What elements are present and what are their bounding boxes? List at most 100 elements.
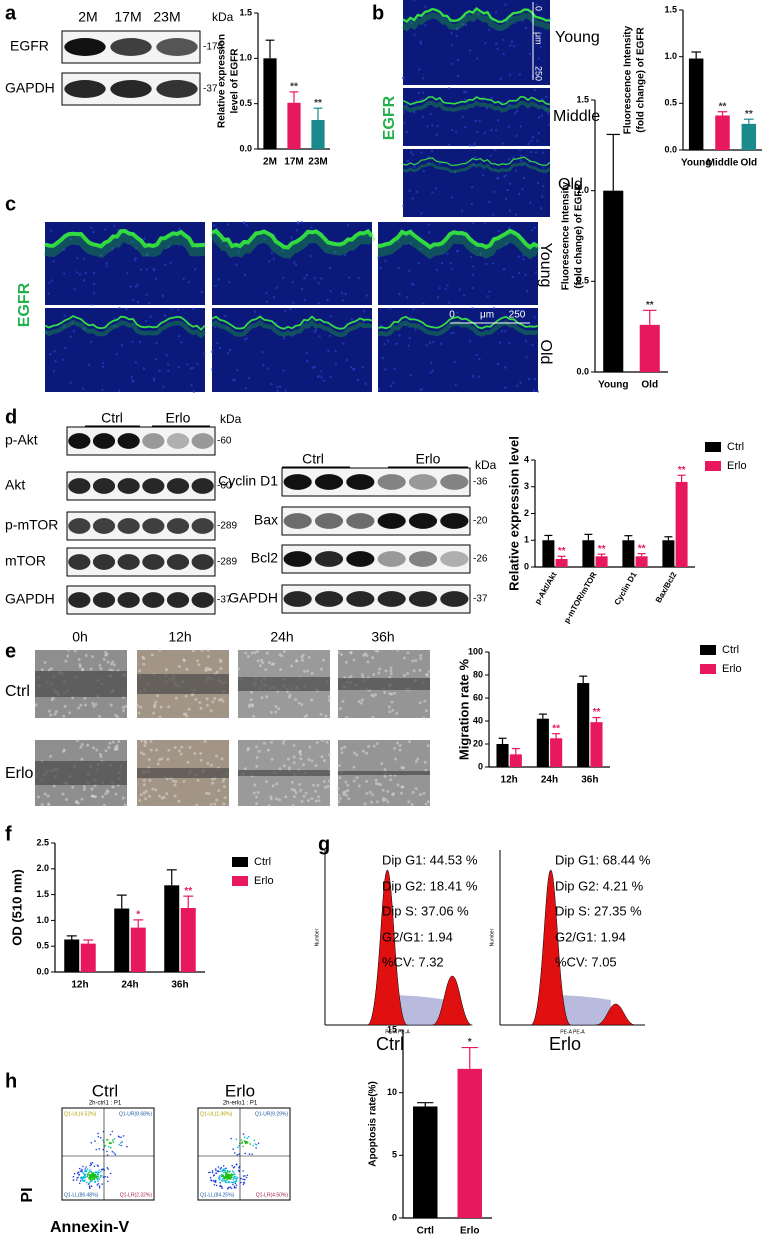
cell (222, 802, 226, 806)
cell (150, 653, 154, 657)
event (231, 1174, 234, 1176)
nucleus (51, 279, 54, 282)
nucleus (292, 301, 295, 304)
cell (344, 780, 348, 784)
nucleus (216, 342, 219, 345)
nucleus (524, 273, 527, 277)
event (94, 1180, 96, 1183)
cell (367, 744, 371, 748)
nucleus (180, 341, 183, 344)
nucleus (476, 57, 479, 60)
nucleus (191, 366, 194, 370)
cell (297, 701, 301, 705)
event (255, 1147, 257, 1149)
cell (256, 659, 260, 663)
cell (174, 780, 178, 784)
cell (49, 667, 53, 671)
event (106, 1154, 109, 1156)
cell (182, 779, 186, 783)
y-tick-label: 10 (387, 1087, 397, 1097)
cell (406, 651, 410, 655)
cell (399, 791, 403, 795)
nucleus (177, 335, 181, 338)
nucleus (193, 268, 197, 271)
nucleus (402, 76, 405, 79)
nucleus (464, 23, 468, 27)
cell (336, 787, 340, 791)
label: GAPDH (228, 590, 278, 606)
cell (274, 705, 278, 709)
nucleus (268, 260, 271, 263)
nucleus (186, 363, 189, 366)
blot-band (92, 554, 116, 570)
cell (99, 755, 103, 759)
cell (156, 694, 160, 698)
cell (292, 755, 296, 759)
blot-band (166, 433, 190, 449)
nucleus (440, 262, 444, 265)
cell (310, 759, 314, 763)
nucleus (78, 273, 82, 276)
cell (388, 692, 392, 696)
nucleus (270, 382, 273, 386)
nucleus (281, 249, 284, 252)
x-tick-label: Old (641, 380, 658, 391)
event (230, 1173, 233, 1175)
cell (290, 664, 294, 668)
nucleus (495, 42, 498, 46)
cell (406, 671, 410, 675)
cell (372, 744, 376, 748)
legend-label: Erlo (722, 663, 742, 675)
nucleus (511, 275, 514, 279)
nucleus (489, 154, 493, 158)
nucleus (412, 283, 415, 286)
cell (389, 666, 393, 670)
x-tick-label: Young (681, 158, 711, 169)
event (232, 1148, 234, 1150)
event (232, 1183, 234, 1186)
cell (278, 653, 282, 657)
event (222, 1165, 225, 1167)
significance: ** (719, 101, 727, 112)
label: Ctrl (92, 1081, 118, 1100)
nucleus (167, 369, 170, 373)
cell (383, 774, 387, 778)
cell (376, 649, 380, 653)
cell (342, 793, 346, 797)
nucleus (419, 42, 423, 45)
cell (424, 802, 428, 806)
cell (82, 785, 86, 789)
blot-band (346, 474, 375, 490)
nucleus (344, 293, 347, 296)
nucleus (540, 114, 544, 118)
nucleus (47, 292, 50, 295)
label: Q1-UR(8.68%) (119, 1111, 152, 1117)
cell (246, 748, 250, 752)
nucleus (300, 287, 304, 291)
nucleus (311, 366, 314, 369)
cell (61, 792, 65, 796)
nucleus (92, 230, 95, 234)
nucleus (245, 337, 248, 340)
cell (262, 741, 266, 745)
event (113, 1138, 116, 1140)
x-tick-label: 23M (308, 157, 327, 168)
nucleus (317, 281, 320, 285)
nucleus (521, 188, 524, 191)
cell (322, 759, 326, 763)
cell (105, 652, 109, 656)
nucleus (424, 24, 427, 27)
event (79, 1180, 82, 1182)
label: Akt (5, 477, 25, 493)
cell (205, 703, 209, 707)
label: Erlo (5, 765, 34, 782)
nucleus (417, 262, 420, 265)
nucleus (200, 290, 204, 294)
nucleus (537, 67, 540, 70)
event (232, 1171, 235, 1173)
event (224, 1180, 226, 1182)
event (218, 1176, 221, 1178)
bar (164, 885, 180, 972)
cell (253, 783, 257, 787)
nucleus (350, 365, 353, 369)
